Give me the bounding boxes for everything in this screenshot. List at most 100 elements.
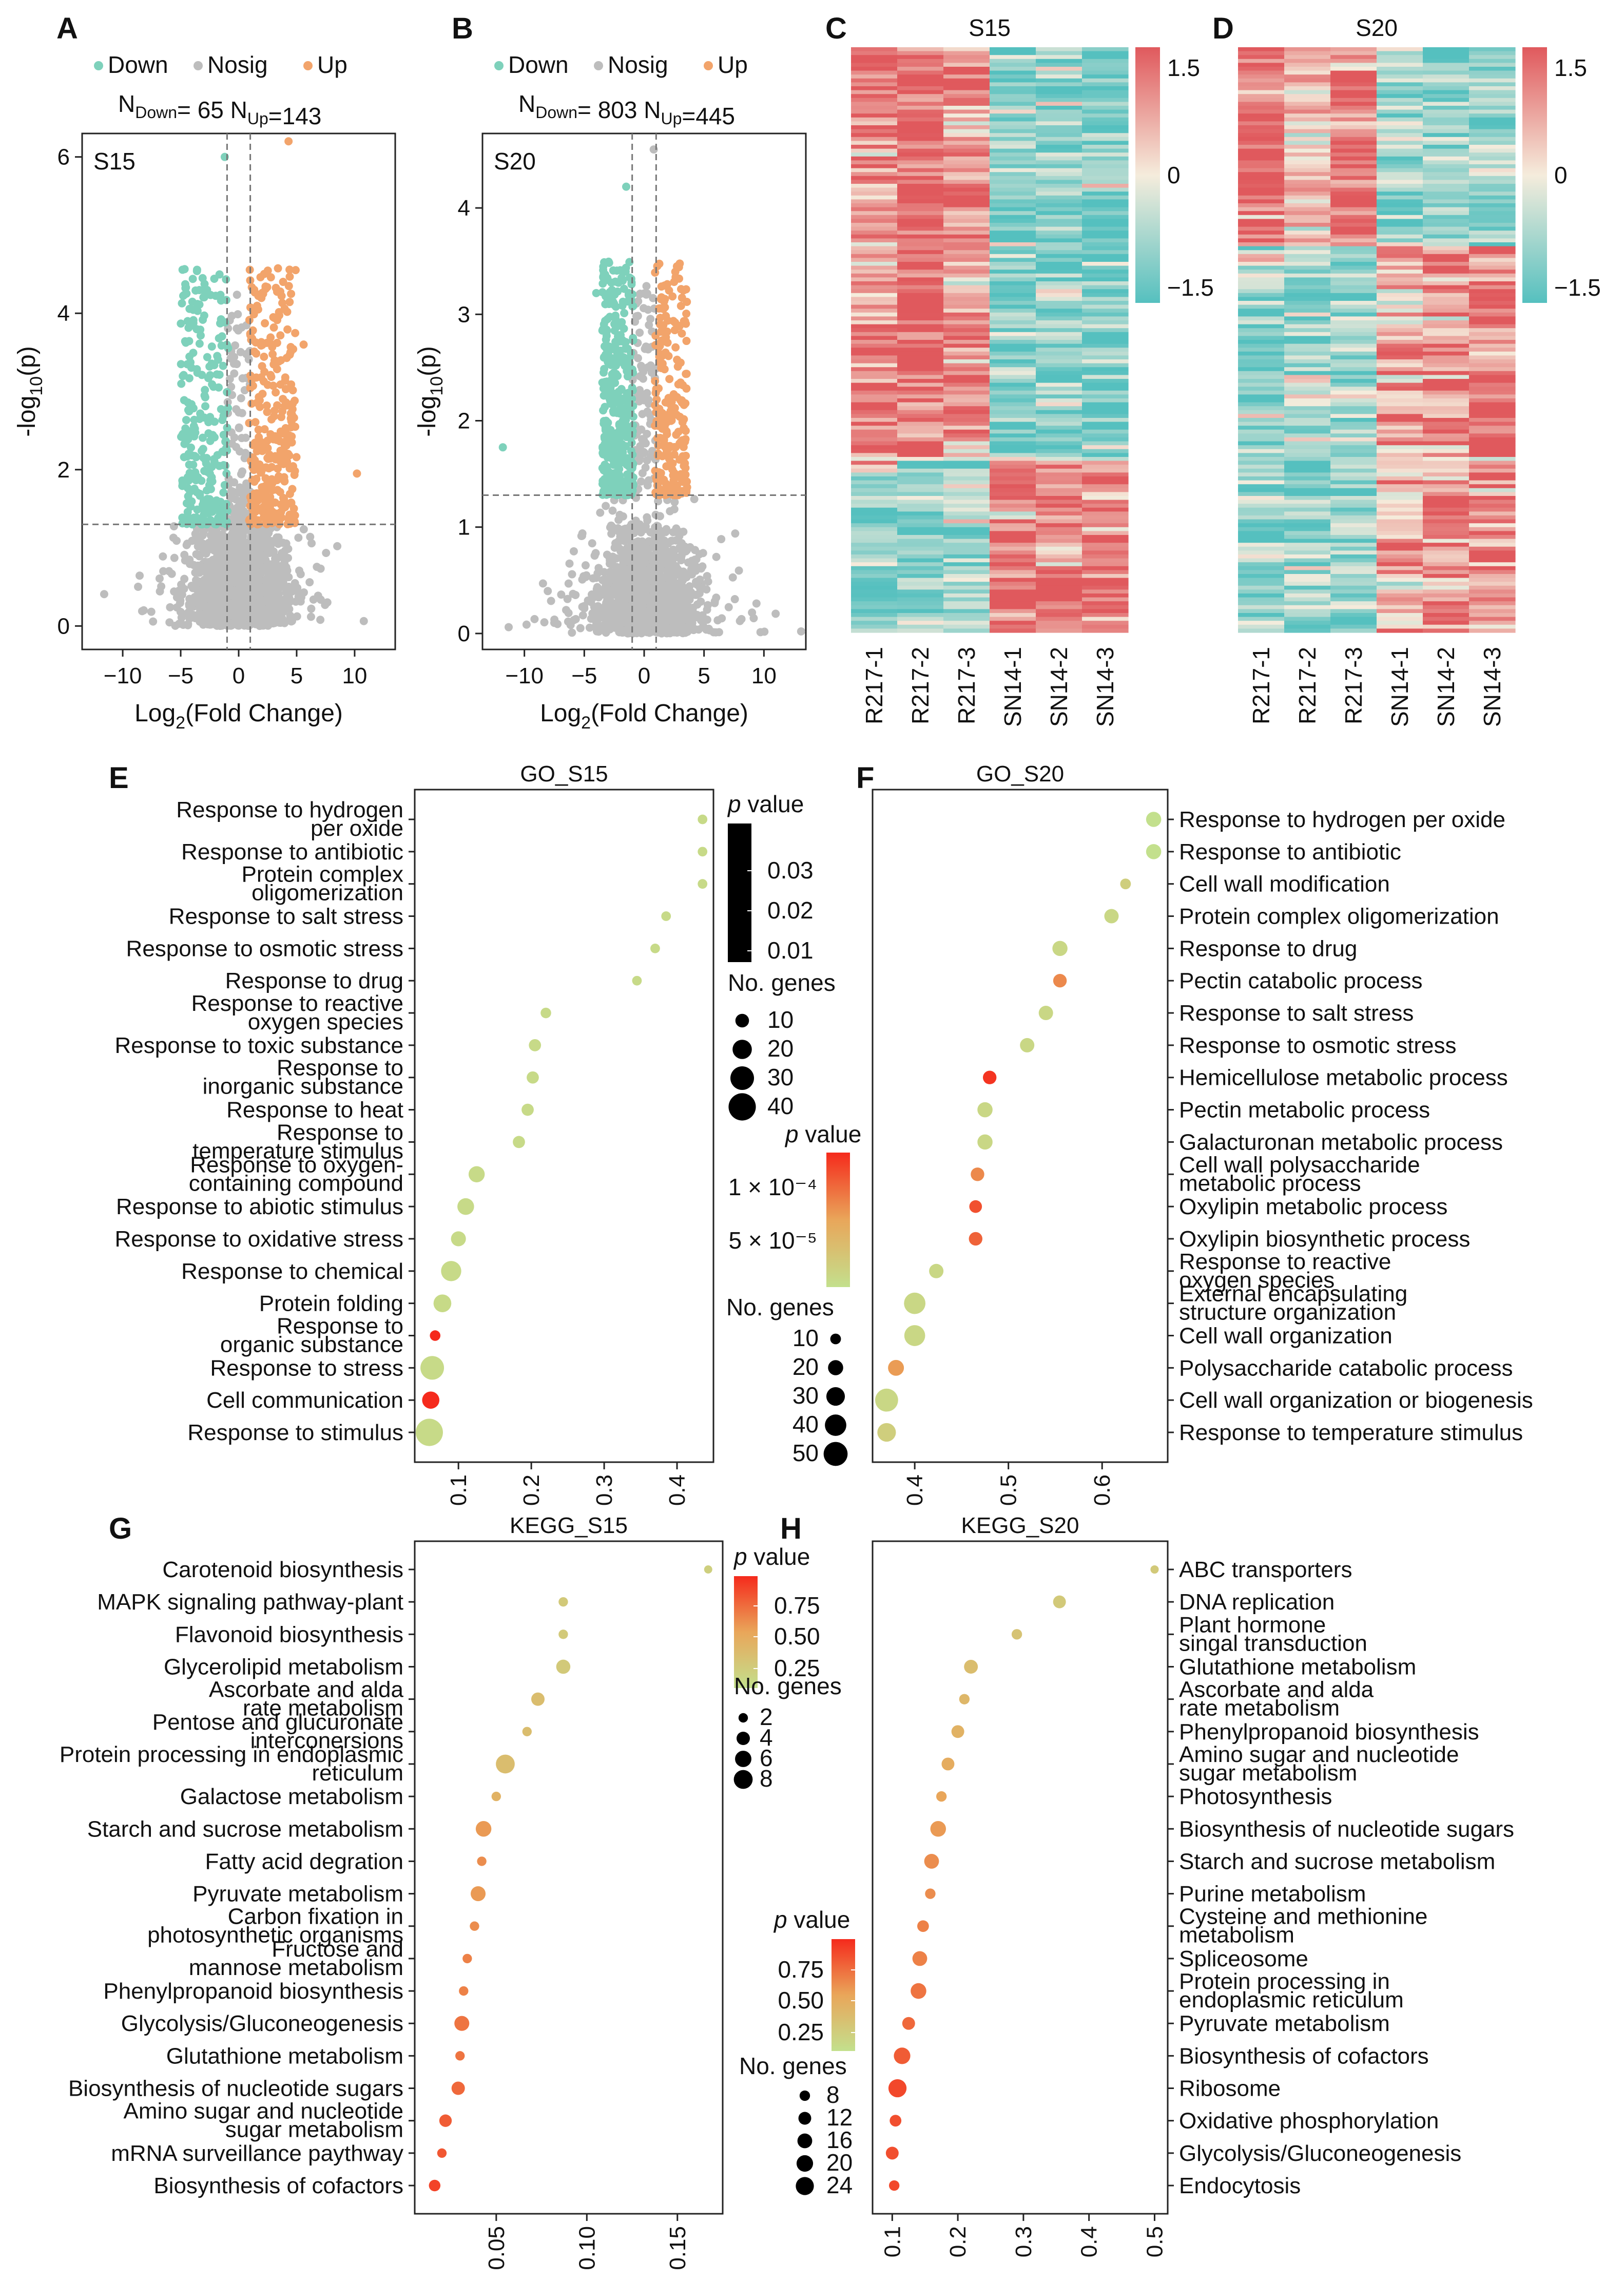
nosig-point [272, 535, 280, 544]
up-point [659, 412, 667, 421]
nosig-point [184, 621, 192, 629]
x-tick-label: −5 [571, 663, 597, 688]
down-point [613, 461, 622, 470]
heatmap-cell [1082, 187, 1129, 192]
nosig-point [641, 344, 649, 353]
nosig-point [155, 574, 164, 583]
down-point [600, 384, 608, 393]
down-point [202, 486, 211, 495]
up-point [654, 441, 663, 450]
nosig-point [199, 527, 208, 536]
nosig-point [640, 289, 649, 298]
down-point [600, 417, 608, 426]
heatmap-cell [990, 106, 1036, 110]
y-tick-label: 3 [458, 302, 470, 327]
heatmap-cell [851, 168, 898, 173]
down-point [611, 440, 620, 449]
heatmap-cell [990, 67, 1036, 71]
nosig-point [705, 626, 714, 635]
nosig-point [282, 588, 291, 597]
up-point [674, 428, 683, 436]
y-axis-label: -log10(p) [13, 346, 46, 437]
up-point [678, 329, 686, 338]
x-axis-label: Log2(Fold Change) [134, 700, 343, 733]
nosig-point [578, 611, 587, 620]
down-point [623, 393, 631, 402]
up-point [262, 463, 270, 472]
heatmap-cell [943, 184, 990, 188]
down-point [606, 392, 615, 401]
heatmap-cell [1082, 133, 1129, 138]
up-point [678, 487, 686, 495]
count-part: = 803 [577, 97, 644, 123]
heatmap-cell [990, 109, 1036, 114]
down-point [178, 476, 187, 485]
nosig-point [593, 569, 602, 578]
heatmap-cell [1036, 195, 1082, 200]
heatmap-cell [943, 113, 990, 118]
nosig-point [305, 578, 314, 587]
nosig-point [692, 612, 701, 621]
nosig-point [230, 530, 239, 539]
heatmap-cell [1036, 125, 1082, 130]
nosig-point [565, 559, 574, 568]
up-point [285, 512, 294, 521]
nosig-point [676, 528, 685, 537]
nosig-point [209, 546, 218, 554]
up-point [670, 404, 679, 412]
down-point [187, 400, 196, 409]
heatmap-cell [1036, 67, 1082, 71]
down-point [181, 337, 189, 346]
nosig-point [637, 544, 646, 553]
heatmap-cell [990, 63, 1036, 67]
heatmap-cell [897, 90, 944, 94]
heatmap-cell [851, 47, 898, 52]
heatmap-cell [1082, 164, 1129, 169]
nosig-point [640, 435, 648, 444]
up-point [657, 293, 666, 302]
nosig-point [286, 611, 295, 620]
heatmap-cell [1082, 219, 1129, 223]
down-point [617, 335, 626, 344]
down-point [197, 476, 206, 485]
nosig-point [703, 572, 711, 581]
up-point [266, 508, 275, 517]
nosig-point [619, 528, 628, 537]
nosig-point [235, 571, 244, 580]
nosig-point [663, 629, 671, 638]
up-point [651, 401, 660, 410]
heatmap-cell [897, 98, 944, 102]
down-point [620, 324, 628, 333]
heatmap-cell [990, 59, 1036, 63]
heatmap-cell [897, 117, 944, 122]
down-point [213, 352, 222, 360]
nosig-point [256, 590, 264, 599]
down-point [192, 266, 201, 275]
nosig-point [749, 614, 758, 623]
heatmap-cell [851, 106, 898, 110]
up-point [292, 453, 301, 462]
nosig-point [540, 618, 549, 627]
nosig-point [159, 567, 168, 576]
up-point [264, 454, 273, 463]
nosig-point [140, 606, 148, 615]
nosig-point [669, 589, 678, 598]
up-point [291, 396, 299, 405]
legend-nosig-marker [194, 61, 203, 70]
up-point [272, 388, 280, 397]
nosig-point [191, 568, 200, 577]
x-tick-label: 10 [342, 663, 367, 688]
heatmap-cell [990, 102, 1036, 106]
nosig-point [634, 609, 643, 618]
label-part: (Fold Change) [185, 700, 343, 727]
x-tick-label: −5 [168, 663, 194, 688]
nosig-point [171, 621, 180, 630]
nosig-point [263, 589, 272, 598]
nosig-point [238, 409, 246, 417]
down-point [598, 449, 607, 457]
legend-down-label: Down [108, 51, 168, 78]
nosig-point [270, 559, 279, 568]
nosig-point [223, 557, 232, 565]
heatmap-cell [943, 195, 990, 200]
panel-letter: B [452, 12, 473, 45]
